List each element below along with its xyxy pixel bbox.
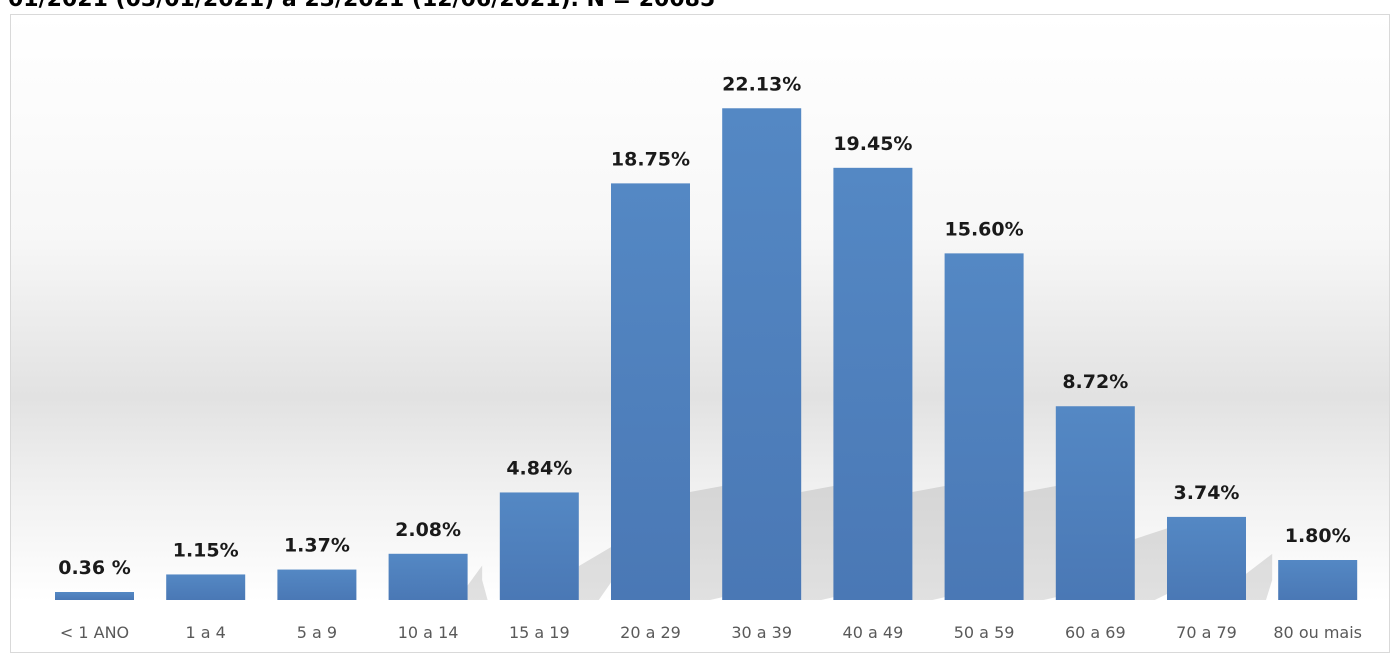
bar-30-a-39: [722, 108, 802, 601]
data-label-15-a-19: 4.84%: [506, 457, 572, 479]
data-label-20-a-29: 18.75%: [611, 148, 690, 170]
bar-shadow-15-a-19: [578, 546, 613, 600]
x-axis-tick-labels: < 1 ANO 1 a 4 5 a 9 10 a 14 15 a 19 20 a 29 30…: [60, 623, 1362, 642]
bar-shadow-70-a-79: [1246, 553, 1273, 600]
bar-50-a-59: [944, 253, 1024, 601]
tick-label-50-a-59: 50 a 59: [954, 623, 1015, 642]
data-label-60-a-69: 8.72%: [1062, 371, 1128, 393]
tick-label-70-a-79: 70 a 79: [1176, 623, 1237, 642]
bar-1-ano: [55, 592, 134, 600]
bar-60-a-69: [1055, 406, 1135, 600]
data-label-1-ano: 0.36 %: [58, 557, 131, 579]
tick-label-15-a-19: 15 a 19: [509, 623, 570, 642]
bar-10-a-14: [388, 553, 468, 600]
data-label-30-a-39: 22.13%: [722, 73, 801, 95]
tick-label-10-a-14: 10 a 14: [398, 623, 459, 642]
data-label-5-a-9: 1.37%: [284, 535, 350, 557]
data-label-70-a-79: 3.74%: [1174, 482, 1240, 504]
tick-label-40-a-49: 40 a 49: [843, 623, 904, 642]
tick-label-5-a-9: 5 a 9: [297, 623, 337, 642]
bars: [55, 108, 1358, 601]
bar-70-a-79: [1167, 516, 1246, 600]
tick-label-1-a-4: 1 a 4: [186, 623, 226, 642]
bar-1-a-4: [166, 574, 246, 600]
bar-20-a-29: [611, 183, 690, 600]
bar-5-a-9: [277, 569, 357, 600]
bar-15-a-19: [499, 492, 579, 600]
chart-area: [10, 14, 1390, 653]
bar-shadow-10-a-14: [467, 565, 488, 600]
data-label-1-a-4: 1.15%: [173, 539, 239, 561]
data-labels: 0.36 % 1.15% 1.37% 2.08% 4.84% 18.75% 22.13% 19…: [58, 73, 1350, 579]
data-label-80-ou-mais: 1.80%: [1285, 525, 1351, 547]
tick-label-60-a-69: 60 a 69: [1065, 623, 1126, 642]
data-label-50-a-59: 15.60%: [945, 218, 1024, 240]
tick-label-80-ou-mais: 80 ou mais: [1273, 623, 1362, 642]
tick-label-1-ano: < 1 ANO: [60, 623, 129, 642]
chart-title: 01/2021 (03/01/2021) a 23/2021 (12/06/20…: [8, 0, 715, 13]
data-label-40-a-49: 19.45%: [833, 133, 912, 155]
data-label-10-a-14: 2.08%: [395, 519, 461, 541]
tick-label-20-a-29: 20 a 29: [620, 623, 681, 642]
bar-40-a-49: [833, 167, 913, 601]
tick-label-30-a-39: 30 a 39: [731, 623, 792, 642]
bar-80-ou-mais: [1278, 560, 1358, 600]
